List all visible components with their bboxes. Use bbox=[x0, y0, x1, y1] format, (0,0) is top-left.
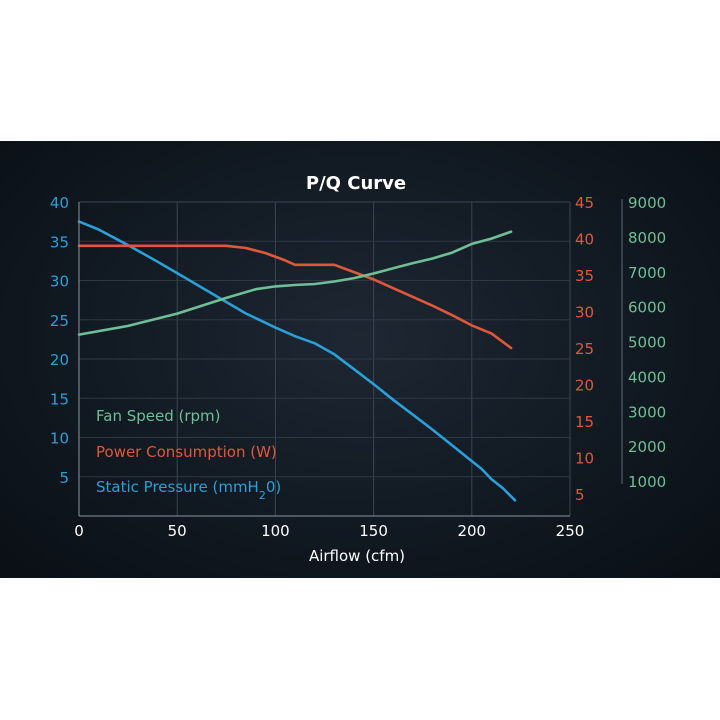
right-speed-tick-label: 2000 bbox=[628, 438, 666, 456]
x-axis-label: Airflow (cfm) bbox=[309, 547, 405, 565]
axes: 0 50 100 150 200 250 5 10 15 20 25 30 35 40 5 10 15 20 25 3… bbox=[50, 194, 666, 540]
chart-panel: 0 50 100 150 200 250 5 10 15 20 25 30 35 40 5 10 15 20 25 3… bbox=[0, 141, 720, 578]
right-speed-tick-label: 4000 bbox=[628, 368, 666, 386]
legend: Fan Speed (rpm) Power Consumption (W) Stat… bbox=[96, 407, 281, 502]
right-speed-tick-label: 9000 bbox=[628, 194, 666, 212]
right-power-tick-label: 5 bbox=[575, 486, 585, 504]
left-tick-label: 15 bbox=[50, 390, 69, 408]
right-power-tick-label: 45 bbox=[575, 194, 594, 212]
right-speed-tick-label: 1000 bbox=[628, 473, 666, 491]
left-tick-label: 40 bbox=[50, 194, 69, 212]
x-tick-label: 200 bbox=[457, 522, 486, 540]
x-tick-label: 100 bbox=[261, 522, 290, 540]
x-tick-label: 50 bbox=[168, 522, 187, 540]
left-tick-label: 25 bbox=[50, 312, 69, 330]
series-line-fan-speed bbox=[77, 230, 513, 336]
right-speed-tick-label: 3000 bbox=[628, 403, 666, 421]
left-tick-label: 30 bbox=[50, 273, 69, 291]
right-power-tick-label: 30 bbox=[575, 304, 594, 322]
right-speed-tick-label: 8000 bbox=[628, 229, 666, 247]
right-power-tick-label: 40 bbox=[575, 231, 594, 249]
right-speed-tick-label: 6000 bbox=[628, 299, 666, 317]
series-line-power bbox=[77, 244, 513, 350]
right-power-tick-label: 20 bbox=[575, 377, 594, 395]
x-tick-label: 250 bbox=[556, 522, 585, 540]
legend-item: Static Pressure (mmH20) bbox=[96, 478, 281, 502]
legend-item: Fan Speed (rpm) bbox=[96, 407, 221, 425]
x-tick-label: 150 bbox=[359, 522, 388, 540]
right-power-tick-label: 10 bbox=[575, 450, 594, 468]
pq-chart: 0 50 100 150 200 250 5 10 15 20 25 30 35 40 5 10 15 20 25 3… bbox=[50, 173, 666, 565]
grid-lines bbox=[79, 201, 571, 516]
chart-title: P/Q Curve bbox=[306, 173, 406, 194]
left-tick-label: 10 bbox=[50, 430, 69, 448]
left-tick-label: 35 bbox=[50, 233, 69, 251]
right-speed-tick-label: 7000 bbox=[628, 264, 666, 282]
left-tick-label: 20 bbox=[50, 351, 69, 369]
legend-item: Power Consumption (W) bbox=[96, 443, 277, 461]
x-tick-label: 0 bbox=[74, 522, 84, 540]
right-power-tick-label: 15 bbox=[575, 413, 594, 431]
right-power-tick-label: 25 bbox=[575, 340, 594, 358]
right-power-tick-label: 35 bbox=[575, 267, 594, 285]
series-line-static-pressure bbox=[77, 220, 517, 502]
series-lines bbox=[77, 220, 517, 502]
left-tick-label: 5 bbox=[59, 469, 69, 487]
right-speed-tick-label: 5000 bbox=[628, 334, 666, 352]
